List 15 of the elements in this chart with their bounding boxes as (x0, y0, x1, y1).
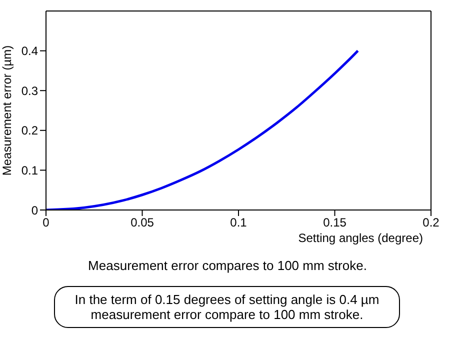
y-tick-label: 0.2 (21, 124, 38, 138)
text: Measurement error compares to 100 mm stroke. (87, 258, 368, 273)
text: In the term of 0.15 degrees of setting angle is 0.4 µm measurement error compare to 100 mm stroke. (54, 286, 400, 328)
x-tick-label: 0.1 (230, 216, 248, 230)
y-tick-label: 0 (31, 203, 38, 218)
x-tick-label: 0.15 (323, 216, 347, 230)
line-series (46, 50, 360, 210)
y-tick-label: 0.4 (21, 44, 38, 58)
y-tick-label: 0.1 (21, 163, 38, 178)
x-tick-label: 0.05 (130, 216, 154, 230)
x-axis-title: Setting angles (degree) (298, 231, 423, 245)
y-tick-label: 0.3 (21, 84, 38, 98)
x-tick-label: 0 (42, 216, 50, 230)
y-axis-title: Measurement error (µm) (0, 45, 14, 176)
x-tick-label: 0.2 (422, 216, 440, 230)
